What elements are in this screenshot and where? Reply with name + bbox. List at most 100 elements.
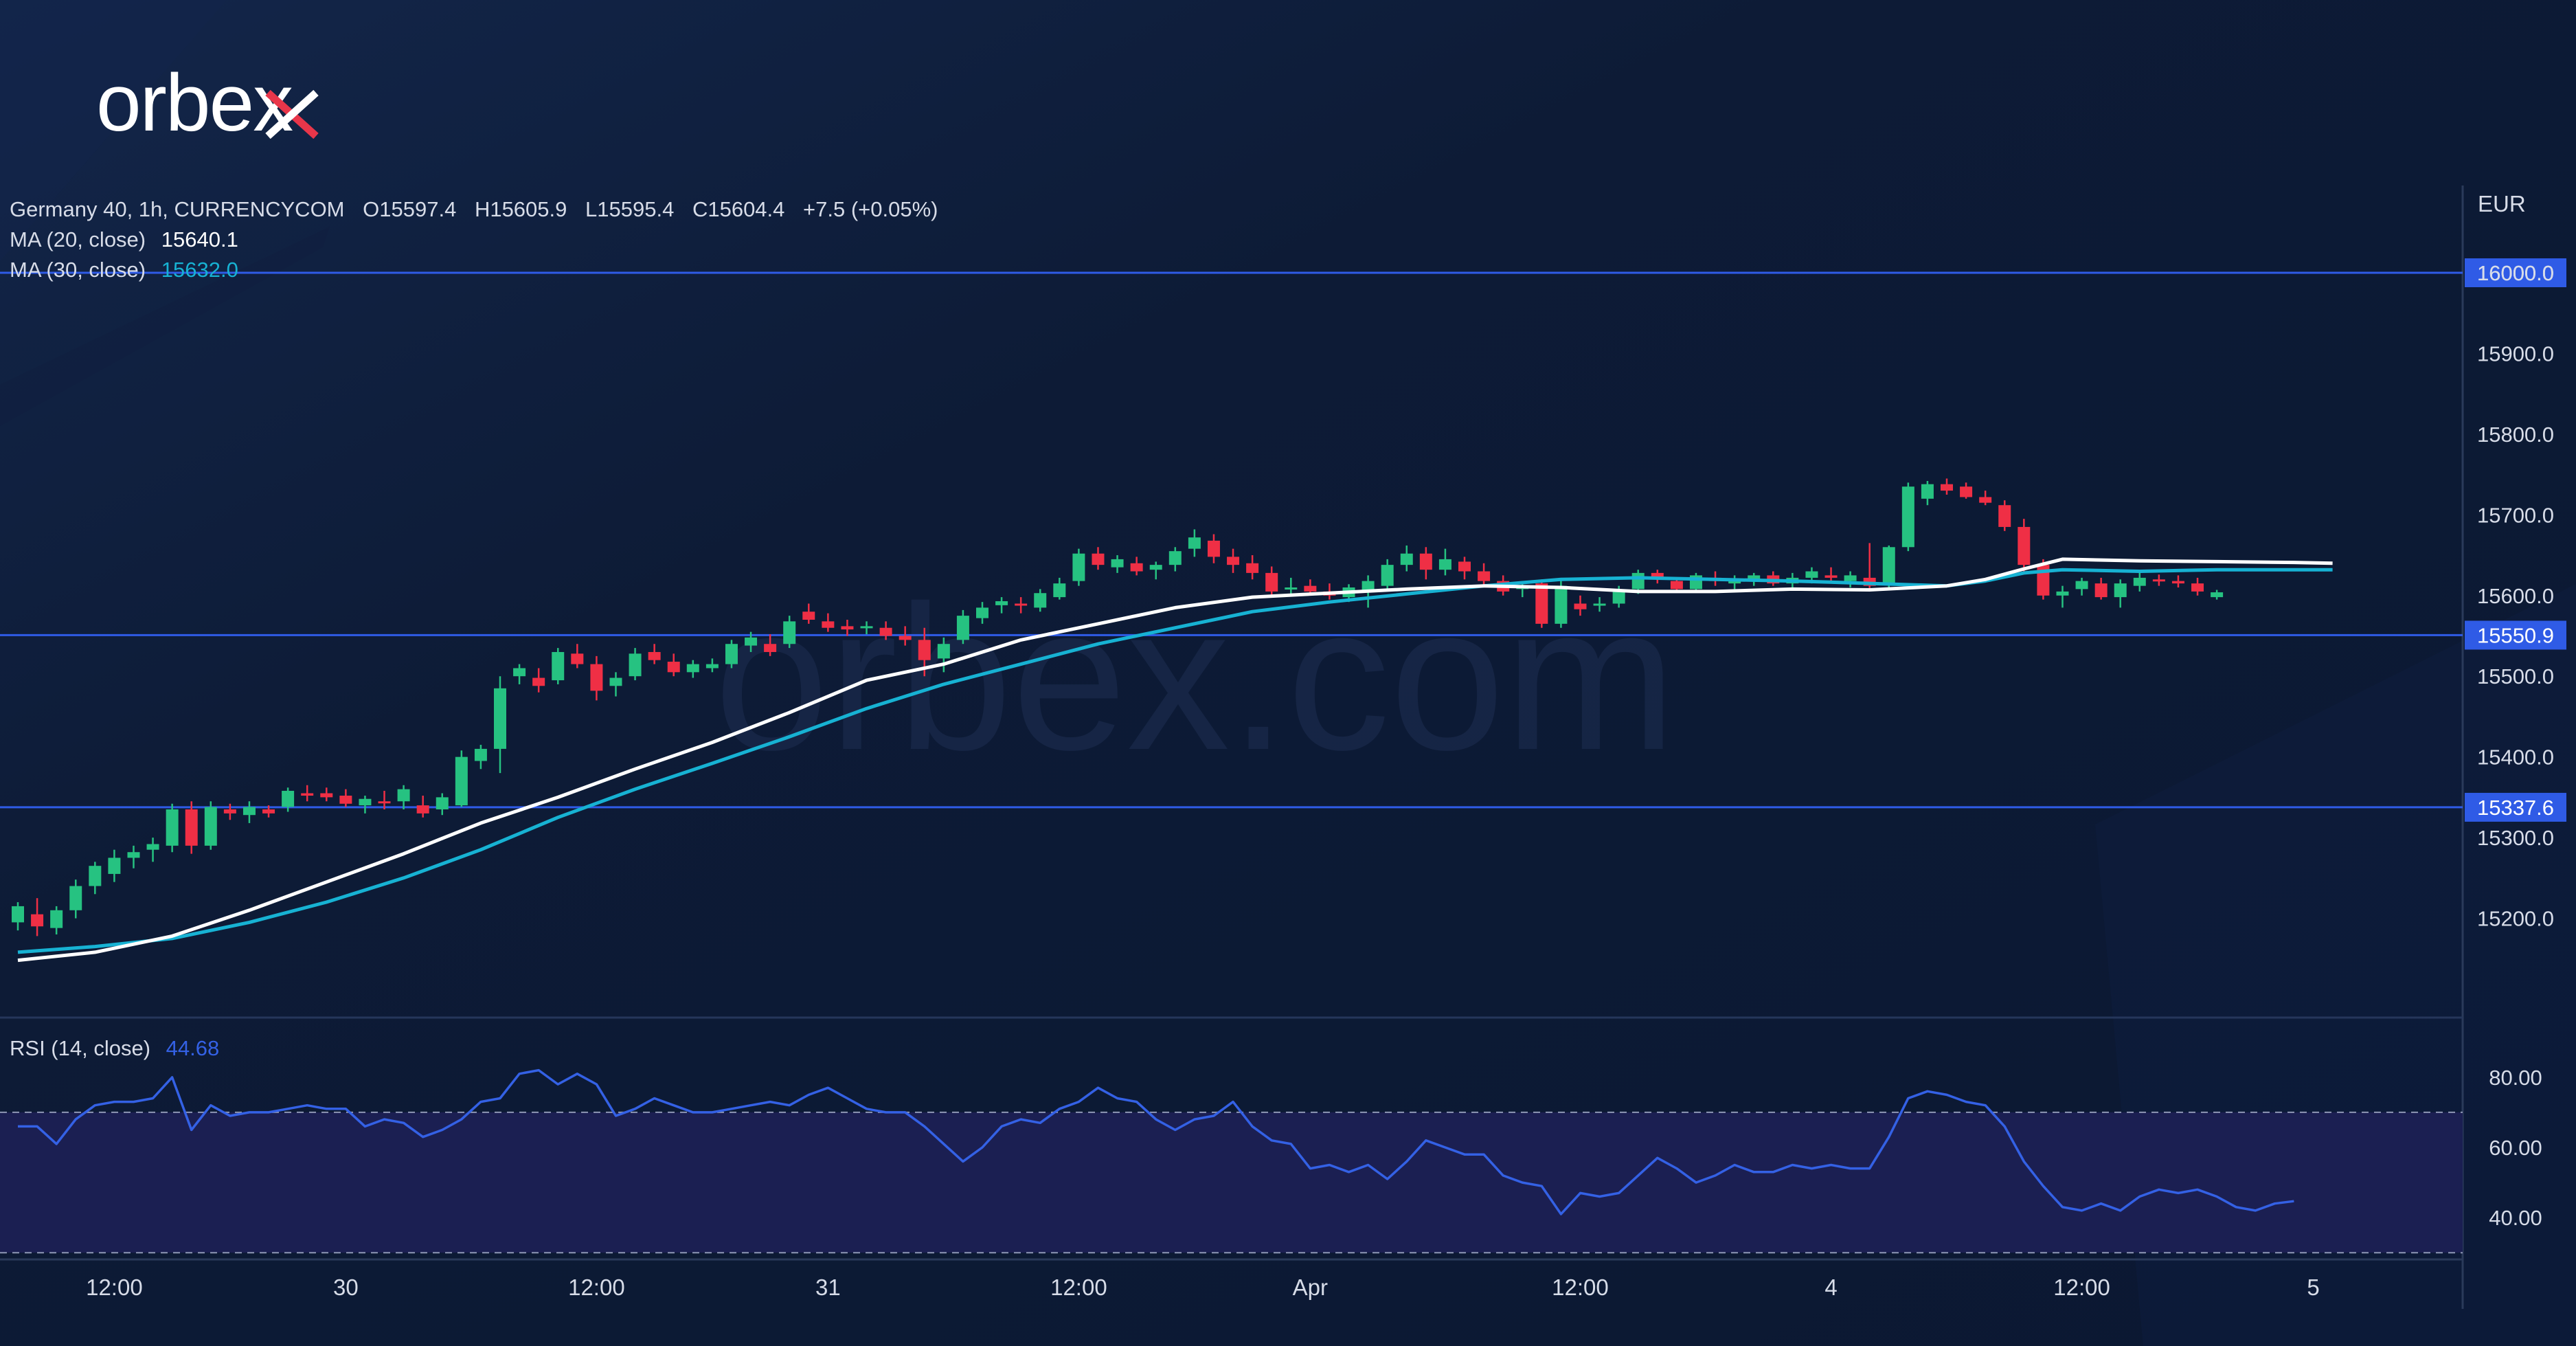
- candle-body: [1824, 575, 1838, 578]
- candle-body: [1015, 603, 1028, 606]
- candle-body: [1805, 571, 1818, 578]
- candle-body: [705, 664, 719, 669]
- candle: [2056, 585, 2069, 608]
- candle: [12, 902, 24, 931]
- candle: [1072, 548, 1085, 586]
- candle-body: [1034, 593, 1047, 608]
- candle: [571, 644, 584, 669]
- candle: [1188, 529, 1201, 557]
- candle-body: [2056, 591, 2069, 596]
- candle-body: [918, 640, 931, 660]
- candle-body: [2075, 581, 2088, 590]
- candle-body: [956, 616, 969, 640]
- candle: [204, 801, 217, 850]
- legend-close: C15604.4: [692, 197, 784, 221]
- candle-body: [436, 797, 449, 809]
- candle: [378, 790, 391, 809]
- candle: [976, 602, 988, 624]
- candle: [1689, 572, 1702, 592]
- price-tick-label: 15900.0: [2477, 341, 2554, 366]
- candle-body: [242, 807, 256, 816]
- candle-body: [1092, 553, 1105, 565]
- ma30-value: 15632.0: [161, 258, 238, 282]
- candle: [1979, 491, 1992, 506]
- candle-body: [2171, 581, 2184, 584]
- candle: [841, 619, 854, 636]
- candle-body: [2133, 577, 2146, 586]
- candle-body: [204, 807, 217, 846]
- candle: [1130, 557, 1143, 576]
- candle: [2171, 575, 2184, 588]
- rsi-tick-label: 80.00: [2489, 1066, 2542, 1090]
- price-tick-label: 15400.0: [2477, 745, 2554, 770]
- candle: [416, 796, 429, 818]
- time-tick-label: 5: [2307, 1275, 2319, 1300]
- candle-body: [841, 626, 854, 630]
- currency-label: EUR: [2478, 191, 2526, 216]
- candle: [166, 803, 179, 853]
- candle-body: [262, 809, 275, 814]
- candle: [1998, 500, 2011, 531]
- candle-body: [1748, 575, 1761, 580]
- legend-open: O15597.4: [363, 197, 456, 221]
- level-badge: [2465, 258, 2566, 287]
- candle: [1921, 480, 1934, 506]
- candle-body: [1535, 583, 1548, 624]
- candle: [69, 879, 82, 919]
- time-tick-label: 12:00: [568, 1275, 625, 1300]
- candle: [995, 597, 1008, 614]
- candle-body: [166, 809, 179, 846]
- candle: [223, 803, 236, 820]
- candle-body: [185, 809, 198, 846]
- candle-body: [1227, 557, 1240, 565]
- candle: [1227, 548, 1240, 573]
- candle-body: [146, 844, 159, 850]
- candle: [764, 634, 777, 656]
- price-tick-label: 15500.0: [2477, 664, 2554, 688]
- ma30-line: [17, 568, 2333, 954]
- candle: [1053, 577, 1066, 600]
- candle-body: [12, 906, 24, 923]
- candle: [1824, 567, 1838, 581]
- price-tick-label: 15300.0: [2477, 826, 2554, 850]
- candle-body: [629, 653, 642, 677]
- price-tick-label: 15800.0: [2477, 423, 2554, 447]
- candle: [1941, 478, 1953, 495]
- candle: [1844, 571, 1857, 588]
- candle: [1400, 545, 1413, 572]
- svg-text:Germany 40, 1h, CURRENCYCOM: Germany 40, 1h, CURRENCYCOM O15597.4 H15…: [10, 197, 938, 221]
- candle: [146, 838, 159, 862]
- legend-low: L15595.4: [585, 197, 674, 221]
- candle: [339, 789, 352, 807]
- candle-body: [937, 644, 950, 659]
- candle: [899, 626, 912, 646]
- candle-body: [1921, 484, 1934, 499]
- candle: [455, 750, 468, 807]
- ma20-line: [17, 557, 2333, 963]
- rsi-band: [0, 1112, 2463, 1253]
- candle: [937, 637, 950, 673]
- candle: [1458, 557, 1471, 580]
- candle: [1478, 563, 1491, 586]
- candle-body: [667, 662, 680, 673]
- watermark: orbex.com: [714, 562, 1677, 793]
- candle: [1960, 482, 1973, 499]
- candle-body: [455, 756, 468, 806]
- candle-body: [494, 688, 506, 749]
- candle-body: [127, 852, 140, 858]
- time-tick-label: 4: [1824, 1275, 1837, 1300]
- candle-body: [1882, 547, 1895, 584]
- candle-body: [339, 796, 352, 804]
- candle-body: [609, 677, 622, 686]
- candle-body: [1941, 484, 1953, 491]
- candle-body: [899, 636, 912, 640]
- level-badge-label: 16000.0: [2477, 261, 2554, 285]
- candle-body: [1130, 563, 1143, 572]
- svg-text:RSI (14, close) 44.68: RSI (14, close) 44.68: [10, 1036, 219, 1060]
- candle-body: [532, 677, 545, 686]
- candle-body: [69, 886, 82, 910]
- candle-body: [416, 805, 429, 814]
- candle-body: [648, 651, 661, 660]
- candle-body: [860, 626, 873, 629]
- ma20-value: 15640.1: [161, 227, 238, 251]
